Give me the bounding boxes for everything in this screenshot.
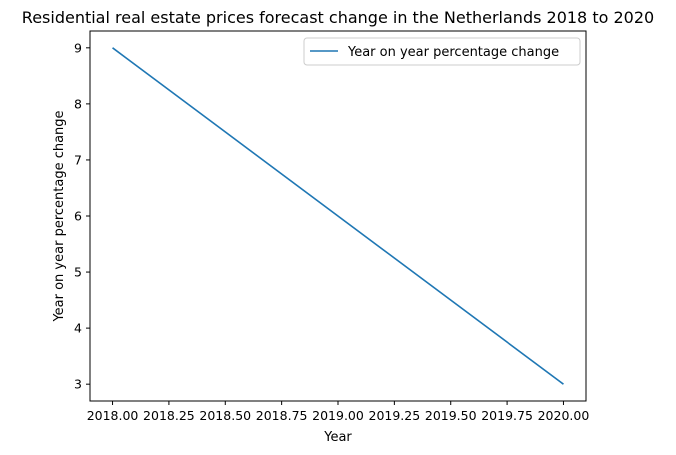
y-tick-label: 8 (74, 96, 82, 111)
x-tick-label: 2020.00 (538, 408, 590, 423)
x-tick-label: 2018.00 (87, 408, 139, 423)
x-tick-label: 2018.50 (199, 408, 251, 423)
series-lines (112, 47, 564, 385)
legend-label: Year on year percentage change (347, 45, 559, 60)
legend: Year on year percentage change (303, 37, 581, 66)
y-tick-label: 3 (74, 377, 82, 392)
y-tick-label: 9 (74, 40, 82, 55)
x-tick-label: 2018.25 (143, 408, 195, 423)
x-tick-label: 2019.50 (425, 408, 477, 423)
legend-box (303, 37, 581, 66)
x-tick-label: 2019.75 (481, 408, 533, 423)
series-line (112, 47, 564, 385)
x-axis: 2018.00 2018.25 2018.50 2018.75 2019.00 2019.… (87, 401, 590, 423)
x-tick-label: 2019.25 (369, 408, 421, 423)
y-tick-label: 5 (74, 265, 82, 280)
y-axis-label: Year on year percentage change (52, 110, 67, 322)
y-tick-label: 4 (74, 321, 82, 336)
x-tick-label: 2018.75 (256, 408, 308, 423)
chart-title: Residential real estate prices forecast … (22, 8, 654, 27)
y-tick-label: 7 (74, 152, 82, 167)
y-axis: 3 4 5 6 7 8 9 (74, 40, 90, 392)
x-tick-label: 2019.00 (312, 408, 364, 423)
y-tick-label: 6 (74, 209, 82, 224)
x-axis-label: Year (323, 430, 352, 445)
